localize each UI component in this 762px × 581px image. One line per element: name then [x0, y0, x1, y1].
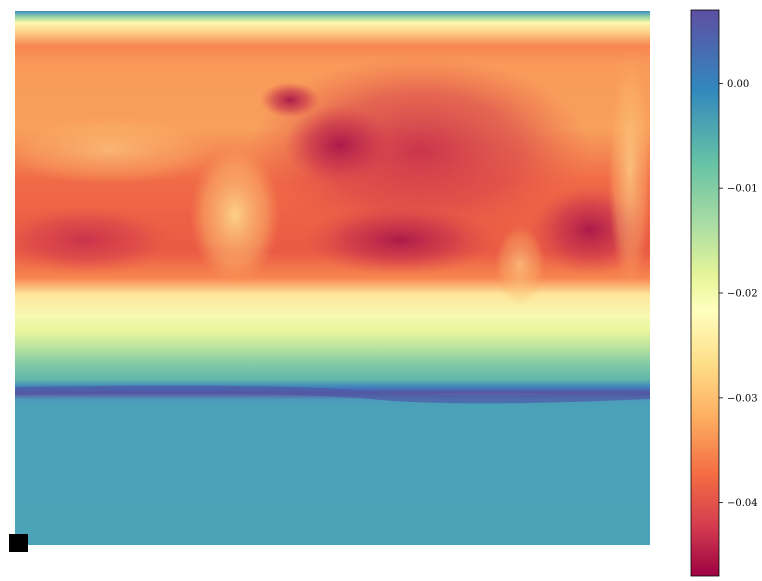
- heatmap-blob: [250, 55, 590, 245]
- colorbar-gradient: [690, 9, 720, 577]
- colorbar-tick-label: 0.00: [727, 79, 749, 90]
- heatmap-blob: [608, 50, 650, 290]
- colorbar-tick-label: −0.01: [727, 184, 758, 195]
- black-square-marker: [9, 534, 28, 552]
- colorbar-tick-label: −0.03: [727, 393, 758, 404]
- heatmap-blob: [15, 205, 175, 275]
- colorbar-tick-label: −0.02: [727, 289, 758, 300]
- colorbar-tick-label: −0.04: [727, 498, 758, 509]
- colorbar-ticks: 0.00 −0.01 −0.02 −0.03 −0.04: [719, 79, 758, 509]
- heatmap-band: [15, 385, 650, 404]
- colorbar: 0.00 −0.01 −0.02 −0.03 −0.04: [690, 9, 758, 577]
- heatmap-blob: [285, 105, 395, 185]
- heatmap-blob: [495, 225, 545, 305]
- heatmap-blob: [15, 115, 220, 185]
- heatmap-blob: [260, 82, 320, 118]
- heatmap: [15, 11, 650, 545]
- heatmap-blob: [190, 145, 280, 285]
- heatmap-blob: [305, 205, 495, 275]
